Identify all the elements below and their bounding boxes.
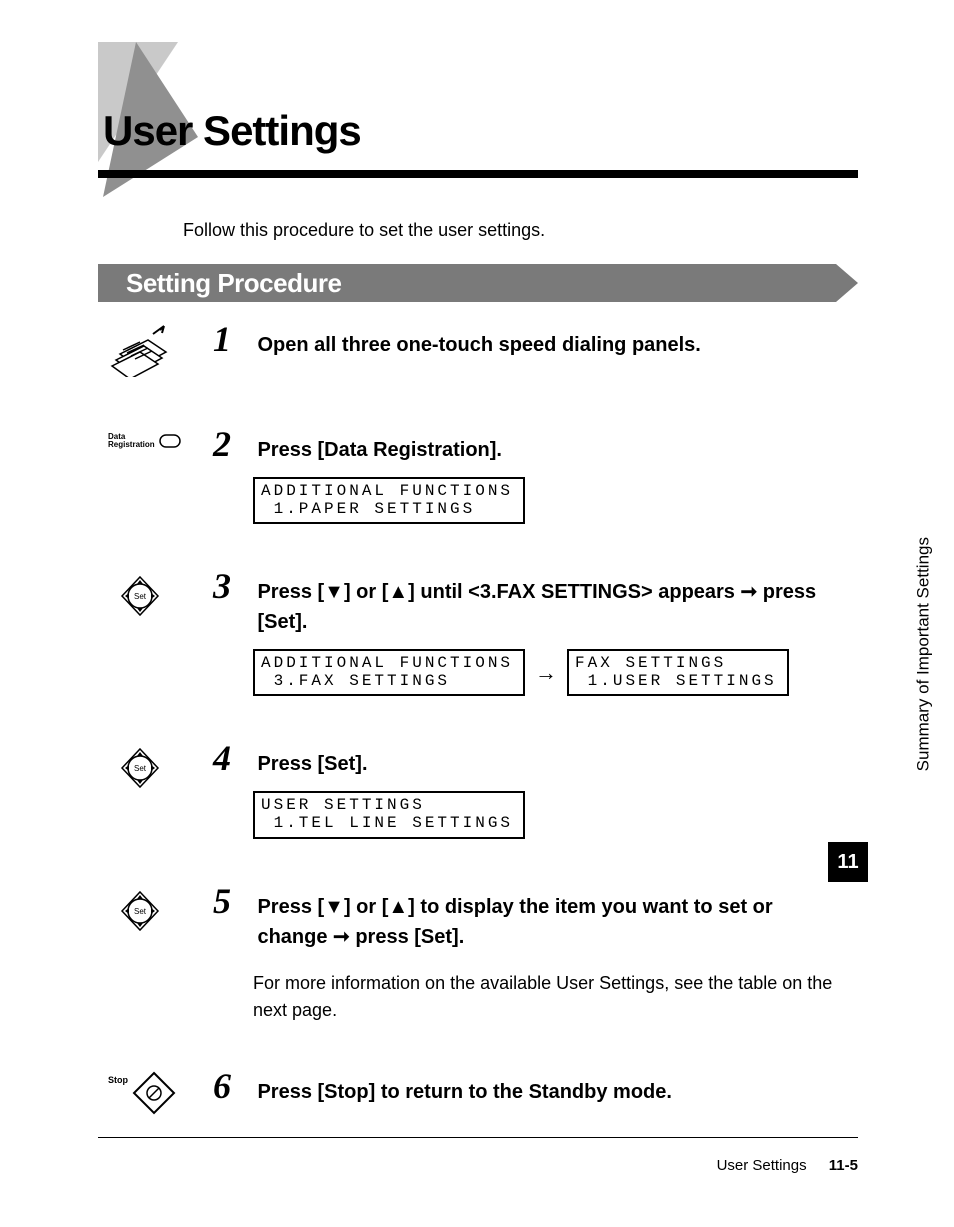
stop-button-icon	[130, 1069, 178, 1117]
step-5-number: 5	[213, 880, 253, 922]
step-3: Set 3 Press [▼] or [▲] until <3.FAX SETT…	[98, 569, 858, 696]
step-5-text: Press [▼] or [▲] to display the item you…	[257, 892, 847, 952]
chapter-title: User Settings	[103, 107, 361, 155]
footer-rule	[98, 1137, 858, 1138]
step-5-subtext: For more information on the available Us…	[253, 970, 843, 1024]
svg-text:Set: Set	[134, 907, 147, 916]
step-6-text: Press [Stop] to return to the Standby mo…	[257, 1077, 847, 1107]
step-4-text: Press [Set].	[257, 749, 847, 779]
svg-text:Set: Set	[134, 764, 147, 773]
steps-list: 1 Open all three one-touch speed dialing…	[98, 322, 858, 1174]
step-2-text: Press [Data Registration].	[257, 435, 847, 465]
stop-label: Stop	[108, 1075, 128, 1085]
step-2-lcd: ADDITIONAL FUNCTIONS 1.PAPER SETTINGS	[253, 477, 525, 524]
set-dpad-icon: Set	[108, 569, 173, 624]
step-3-number: 3	[213, 565, 253, 607]
step-6: Stop 6 Press [Stop] to return to the Sta…	[98, 1069, 858, 1129]
step-6-icon: Stop	[108, 1069, 188, 1119]
step-2-icon: Data Registration	[108, 433, 188, 449]
svg-text:Set: Set	[134, 592, 147, 601]
step-3-lcd-2: FAX SETTINGS 1.USER SETTINGS	[567, 649, 789, 696]
step-4: Set 4 Press [Set]. USER SETTINGS 1.TEL L…	[98, 741, 858, 838]
step-2: Data Registration 2 Press [Data Registra…	[98, 427, 858, 524]
step-3-text: Press [▼] or [▲] until <3.FAX SETTINGS> …	[257, 577, 847, 637]
step-6-number: 6	[213, 1065, 253, 1107]
data-registration-button-icon	[159, 434, 181, 448]
data-registration-label: Data Registration	[108, 433, 155, 449]
arrow-icon: →	[535, 660, 557, 686]
footer: User Settings 11-5	[717, 1157, 858, 1174]
sidebar-chapter-label: Summary of Important Settings	[913, 537, 933, 771]
panels-icon	[108, 322, 173, 377]
step-4-lcd: USER SETTINGS 1.TEL LINE SETTINGS	[253, 791, 525, 838]
section-header-text: Setting Procedure	[126, 268, 341, 299]
step-5-icon: Set	[108, 884, 188, 944]
step-1-number: 1	[213, 318, 253, 360]
step-3-icon: Set	[108, 569, 188, 629]
intro-text: Follow this procedure to set the user se…	[183, 220, 545, 241]
step-4-number: 4	[213, 737, 253, 779]
footer-section-name: User Settings	[717, 1157, 807, 1174]
step-1-text: Open all three one-touch speed dialing p…	[257, 330, 847, 360]
sidebar-chapter-number: 11	[828, 842, 868, 882]
step-4-icon: Set	[108, 741, 188, 801]
set-dpad-icon: Set	[108, 884, 173, 939]
footer-page-number: 11-5	[829, 1157, 858, 1174]
step-5: Set 5 Press [▼] or [▲] to display the it…	[98, 884, 858, 1024]
step-2-number: 2	[213, 423, 253, 465]
section-header-tail-notch	[836, 264, 858, 302]
step-3-lcd-1: ADDITIONAL FUNCTIONS 3.FAX SETTINGS	[253, 649, 525, 696]
set-dpad-icon: Set	[108, 741, 173, 796]
title-underline	[98, 170, 858, 178]
section-header-bar: Setting Procedure	[98, 264, 858, 302]
step-1-icon	[108, 322, 188, 382]
step-1: 1 Open all three one-touch speed dialing…	[98, 322, 858, 382]
